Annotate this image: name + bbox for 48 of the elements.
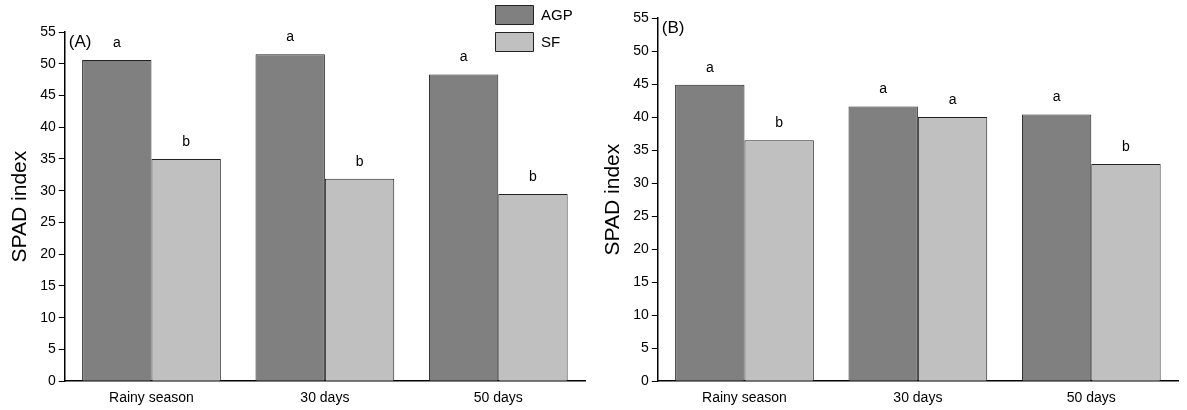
y-tick-label: 0 [640, 372, 649, 389]
y-tick-label: 55 [633, 8, 649, 25]
y-tick-label: 50 [40, 54, 56, 71]
annotation: b [529, 167, 538, 184]
y-tick-label: 55 [40, 22, 56, 39]
legend-label: SF [541, 32, 561, 50]
annotation: b [1122, 137, 1131, 154]
annotation: a [948, 90, 957, 107]
y-tick-label: 5 [47, 340, 56, 357]
x-tick-label: 50 days [1066, 389, 1116, 406]
y-tick-label: 10 [633, 306, 649, 323]
x-tick-label: 30 days [300, 389, 350, 406]
y-tick-label: 15 [40, 276, 56, 293]
annotation: a [459, 48, 468, 65]
y-tick-label: 0 [47, 372, 56, 389]
y-tick-label: 45 [633, 74, 649, 91]
y-tick-label: 40 [40, 118, 56, 135]
y-tick-label: 40 [633, 107, 649, 124]
x-tick-label: Rainy season [109, 389, 194, 406]
y-axis-title: SPAD index [7, 150, 31, 263]
x-tick-label: 50 days [473, 389, 523, 406]
chart-title: (A) [68, 32, 92, 52]
annotation: a [112, 33, 121, 50]
y-tick-label: 10 [40, 308, 56, 325]
annotation: b [182, 132, 191, 149]
y-tick-label: 15 [633, 273, 649, 289]
y-tick-label: 30 [40, 181, 56, 198]
y-tick-label: 35 [40, 149, 56, 166]
legend-label: AGP [541, 5, 573, 23]
y-tick-label: 35 [633, 140, 649, 157]
y-tick-label: 30 [633, 173, 649, 190]
y-tick-label: 20 [633, 239, 649, 256]
y-axis-title: SPAD index [600, 143, 624, 256]
y-tick-label: 25 [40, 213, 56, 230]
annotation: a [286, 28, 295, 45]
x-tick-label: Rainy season [702, 389, 787, 406]
annotation: a [705, 58, 714, 75]
y-tick-label: 5 [640, 339, 649, 356]
annotation: a [879, 80, 888, 97]
annotation: b [355, 152, 364, 169]
annotation: b [775, 114, 784, 131]
chart-title: (B) [661, 18, 685, 38]
y-tick-label: 20 [40, 245, 56, 262]
y-tick-label: 25 [633, 206, 649, 223]
y-tick-label: 45 [40, 86, 56, 103]
annotation: a [1052, 88, 1061, 105]
x-tick-label: 30 days [893, 389, 943, 406]
y-tick-label: 50 [633, 41, 649, 58]
